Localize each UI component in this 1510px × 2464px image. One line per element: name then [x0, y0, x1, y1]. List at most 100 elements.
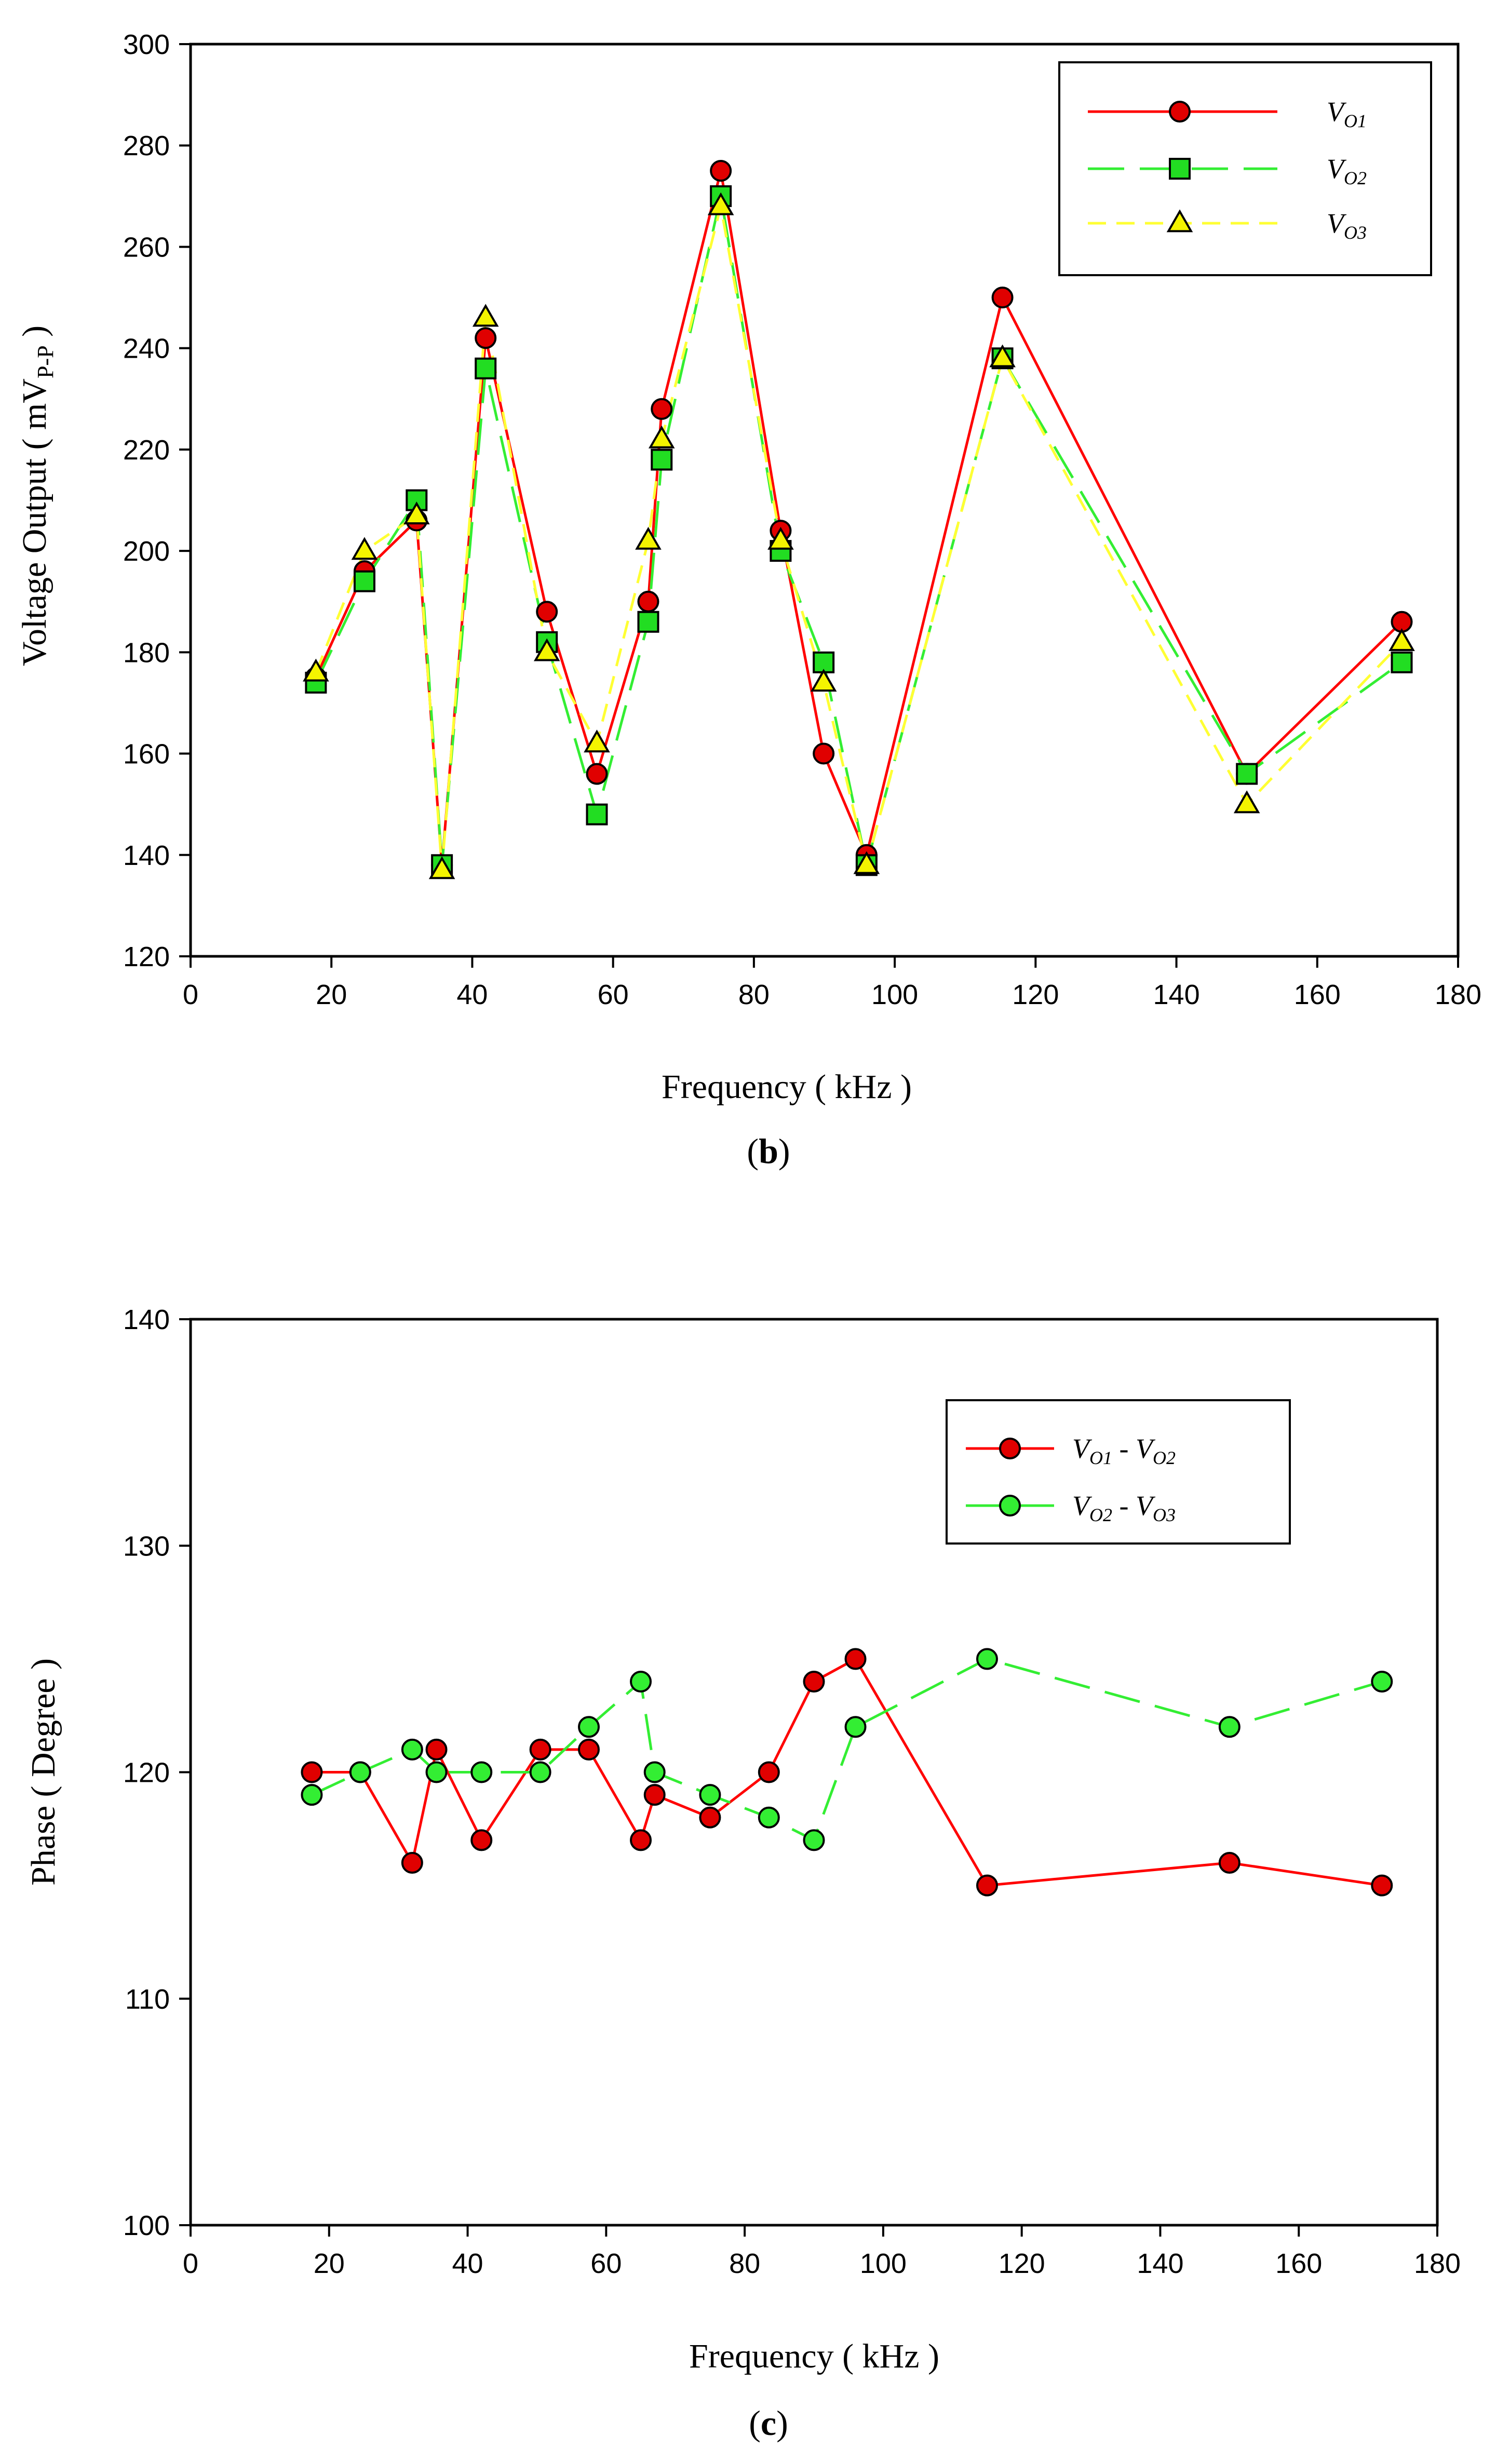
chart-b-series-3-point: [648, 425, 675, 449]
chart-b-series-1-point: [536, 601, 558, 623]
chart-b-ytick-label: 200: [123, 536, 170, 567]
chart-b-ytick-label: 160: [123, 739, 170, 770]
chart-b-xtick-label: 140: [1153, 979, 1200, 1010]
chart-b-series-1-point: [586, 763, 608, 785]
chart-c-ytick-label: 130: [123, 1531, 170, 1562]
chart-b-xtick-label: 20: [316, 979, 347, 1010]
chart-b-xtick-label: 40: [456, 979, 488, 1010]
chart-c-xtick-label: 120: [999, 2248, 1045, 2279]
chart-b-series-2-point: [637, 611, 659, 633]
chart-c-series-2-point: [699, 1784, 721, 1806]
chart-c-series-1-point: [803, 1671, 825, 1693]
chart-b-series-3-point: [1388, 628, 1415, 652]
chart-b-legend-label-2: VO2: [1327, 153, 1367, 188]
chart-b-series-3-point: [403, 501, 430, 524]
chart-c-series-1-point: [844, 1648, 867, 1670]
chart-b-series-1-point: [813, 742, 835, 765]
chart-c-series-2-point: [844, 1716, 867, 1738]
chart-b-series-3-point: [584, 729, 610, 753]
chart-b-legend-marker-3: [1166, 209, 1193, 233]
chart-b-legend-marker-2: [1169, 158, 1191, 180]
chart-c-legend: VO1 - VO2 VO2 - VO3: [946, 1399, 1291, 1545]
chart-b-series-3-point: [989, 344, 1016, 368]
chart-c-series-1-point: [301, 1761, 323, 1783]
chart-c-ytick-label: 100: [123, 2210, 170, 2241]
chart-c-series-2-point: [577, 1716, 600, 1738]
chart-b-series-3-point: [533, 638, 560, 661]
chart-b-series-3-point: [707, 192, 734, 215]
chart-c-xtick-label: 100: [860, 2248, 907, 2279]
chart-b-series-2-point: [1391, 651, 1413, 673]
chart-b-xtick-label: 160: [1294, 979, 1341, 1010]
chart-c-legend-label-1: VO1 - VO2: [1072, 1433, 1176, 1468]
chart-c-ticks: 0 20 40 60 80 100 120 140 160 180 100 110 120 130 140: [123, 1304, 1461, 2279]
chart-c-series-2-point: [1371, 1671, 1393, 1693]
chart-b-xtick-label: 60: [598, 979, 629, 1010]
chart-c-series-2-point: [529, 1761, 551, 1783]
chart-c-xtick-label: 80: [729, 2248, 760, 2279]
chart-b-legend-label-1: VO1: [1327, 96, 1367, 131]
chart-c-ytick-label: 140: [123, 1304, 170, 1335]
chart-c-xtick-label: 140: [1137, 2248, 1183, 2279]
chart-c-series-1-point: [1218, 1852, 1241, 1874]
chart-c-xtick-label: 160: [1275, 2248, 1322, 2279]
chart-b-xtick-label: 120: [1012, 979, 1059, 1010]
chart-b-ticks: 0 20 40 60 80 100 120 140 160 180 120 140 160 180 200 2…: [123, 29, 1481, 1010]
chart-c-xtick-label: 180: [1414, 2248, 1461, 2279]
chart-b-series-2-point: [1236, 763, 1258, 785]
chart-b-series-1-point: [710, 160, 732, 182]
chart-b-series-3-point: [1233, 790, 1260, 814]
chart-b-series-3-point: [853, 851, 880, 874]
chart-b-ytick-label: 280: [123, 130, 170, 161]
chart-c-series-2-point: [425, 1761, 448, 1783]
chart-b-legend-label-3: VO3: [1327, 208, 1367, 243]
chart-b-series-1-point: [991, 287, 1014, 309]
chart-c-series-2-point: [758, 1806, 780, 1829]
chart-b-caption: (b): [747, 1131, 790, 1171]
chart-c-legend-label-2: VO2 - VO3: [1072, 1490, 1176, 1525]
chart-c-series-2-point: [630, 1671, 652, 1693]
chart-c-ytick-label: 120: [123, 1757, 170, 1789]
chart-c-xtick-label: 60: [590, 2248, 622, 2279]
chart-b-xlabel: Frequency ( kHz ): [662, 1068, 912, 1106]
chart-b-ytick-label: 300: [123, 29, 170, 60]
chart-c-ylabel: Phase ( Degree ): [24, 1658, 62, 1886]
chart-b-series-3-point: [428, 856, 455, 879]
chart-c-series-2-point: [301, 1784, 323, 1806]
chart-b-series-2-point: [651, 449, 673, 471]
chart-b-series-1-point: [651, 398, 673, 420]
chart-b-series-3-point: [767, 526, 794, 550]
chart-b-ytick-label: 120: [123, 941, 170, 972]
chart-b-ytick-label: 260: [123, 232, 170, 263]
chart-b-series-3-line: [315, 206, 1403, 871]
chart-b-ytick-label: 140: [123, 840, 170, 871]
chart-b-xtick-label: 100: [871, 979, 918, 1010]
chart-c-marks: [301, 1648, 1393, 1897]
chart-b-legend: VO1 VO2 VO3: [1058, 61, 1432, 276]
chart-voltage-output: 0 20 40 60 80 100 120 140 160 180 120 140 160 180 200 2…: [16, 29, 1481, 1171]
chart-c-series-1-line: [312, 1657, 1382, 1887]
chart-b-plot-frame: [189, 43, 1460, 958]
chart-b-series-2-point: [475, 357, 497, 380]
chart-c-series-2-line: [311, 1657, 1383, 1842]
chart-b-series-2-point: [353, 570, 375, 592]
chart-b-marks: [303, 160, 1415, 879]
chart-b-legend-marker-1: [1169, 101, 1191, 123]
chart-c-series-2-point: [470, 1761, 493, 1783]
chart-c-series-1-point: [425, 1738, 448, 1761]
chart-b-series-2-line: [315, 196, 1403, 865]
chart-b-xtick-label: 180: [1435, 979, 1481, 1010]
chart-c-series-1-point: [976, 1874, 998, 1897]
chart-b-ylabel: Voltage Output ( mVP-P ): [16, 326, 58, 666]
chart-b-series-1-point: [637, 590, 659, 613]
chart-c-series-2-point: [976, 1648, 998, 1670]
chart-b-xtick-label: 80: [738, 979, 770, 1010]
chart-c-series-2-point: [803, 1829, 825, 1851]
chart-c-xlabel: Frequency ( kHz ): [689, 2337, 939, 2375]
chart-c-series-1-point: [401, 1852, 423, 1874]
chart-c-series-2-point: [643, 1761, 666, 1783]
chart-b-series-3-point: [635, 526, 662, 550]
chart-c-caption: (c): [749, 2403, 788, 2443]
chart-c-series-1-point: [699, 1806, 721, 1829]
